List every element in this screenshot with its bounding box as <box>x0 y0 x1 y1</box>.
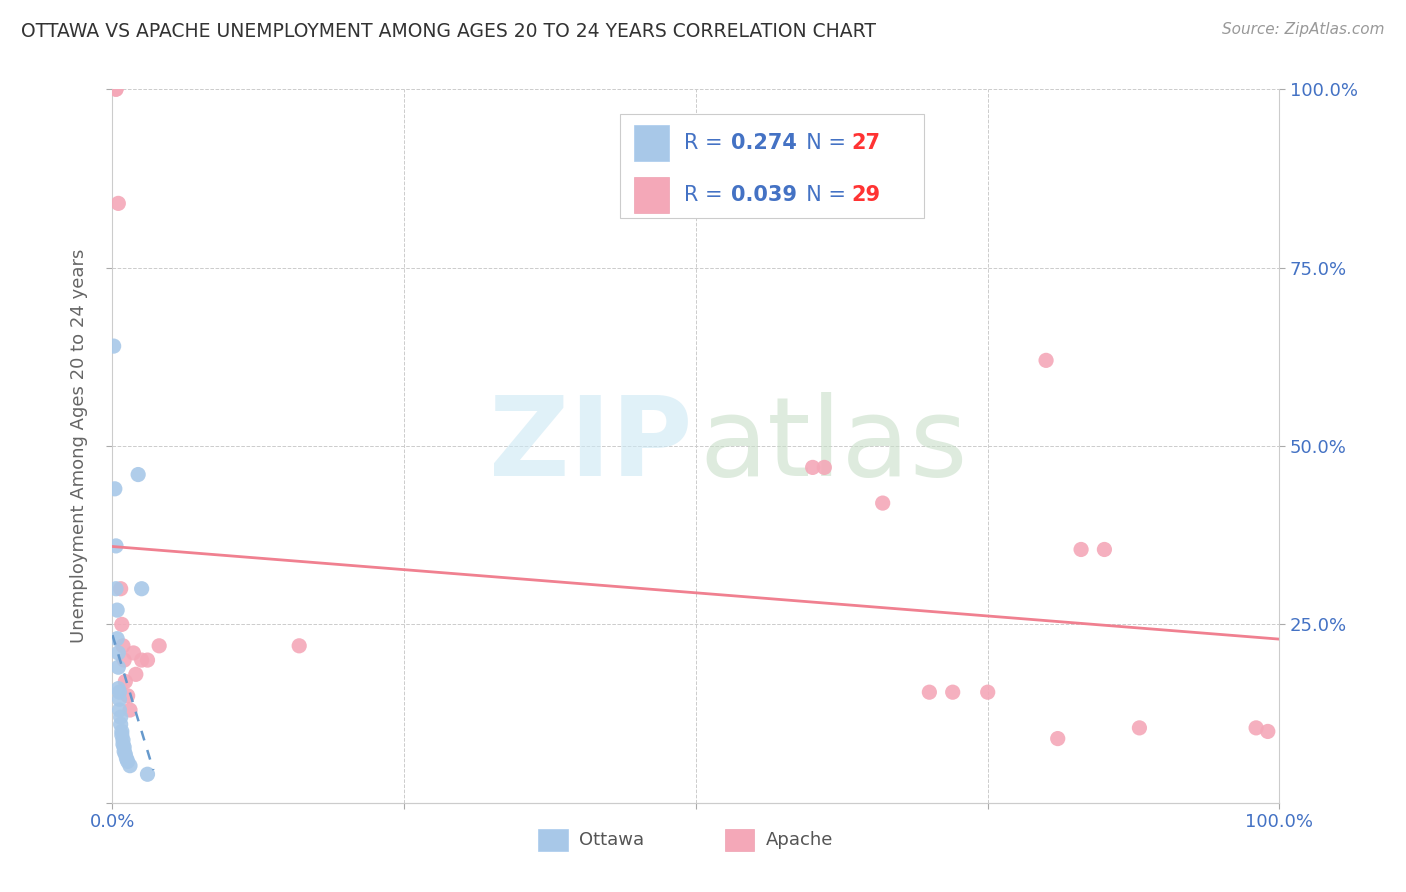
Point <box>1035 353 1057 368</box>
Text: Ottawa: Ottawa <box>579 831 644 849</box>
Point <box>872 496 894 510</box>
Point <box>117 689 139 703</box>
Text: Source: ZipAtlas.com: Source: ZipAtlas.com <box>1222 22 1385 37</box>
Point <box>131 582 153 596</box>
Point <box>122 646 145 660</box>
Point <box>104 539 127 553</box>
Text: atlas: atlas <box>699 392 967 500</box>
Point <box>103 339 125 353</box>
Point <box>107 681 129 696</box>
Point <box>125 667 148 681</box>
Point <box>136 653 159 667</box>
Point <box>111 617 134 632</box>
Point <box>111 733 134 747</box>
Bar <box>538 830 568 851</box>
Point <box>118 758 141 772</box>
Point <box>942 685 965 699</box>
Point <box>107 646 129 660</box>
Point <box>148 639 170 653</box>
Point <box>1046 731 1069 746</box>
Point <box>111 728 134 742</box>
Point <box>108 692 131 706</box>
Point <box>1244 721 1267 735</box>
FancyBboxPatch shape <box>620 114 924 218</box>
Point <box>1257 724 1279 739</box>
Point <box>107 196 129 211</box>
Point <box>108 685 131 699</box>
Point <box>104 482 127 496</box>
Bar <box>634 125 669 161</box>
Text: 0.039: 0.039 <box>731 185 797 205</box>
Point <box>112 740 135 755</box>
Text: ZIP: ZIP <box>489 392 693 500</box>
Text: 0.274: 0.274 <box>731 133 797 153</box>
Point <box>114 674 136 689</box>
Point <box>115 751 138 765</box>
Point <box>117 755 139 769</box>
Point <box>127 467 149 482</box>
Text: Apache: Apache <box>766 831 834 849</box>
Text: R =: R = <box>685 185 730 205</box>
Text: N =: N = <box>793 133 852 153</box>
Point <box>918 685 941 699</box>
Point <box>111 724 134 739</box>
Text: 27: 27 <box>851 133 880 153</box>
Point <box>813 460 835 475</box>
Point <box>110 710 132 724</box>
Point <box>108 703 131 717</box>
Point <box>112 744 135 758</box>
Point <box>118 703 141 717</box>
Text: 29: 29 <box>851 185 880 205</box>
Y-axis label: Unemployment Among Ages 20 to 24 years: Unemployment Among Ages 20 to 24 years <box>70 249 89 643</box>
Point <box>104 82 127 96</box>
Text: OTTAWA VS APACHE UNEMPLOYMENT AMONG AGES 20 TO 24 YEARS CORRELATION CHART: OTTAWA VS APACHE UNEMPLOYMENT AMONG AGES… <box>21 22 876 41</box>
Point <box>1094 542 1116 557</box>
Point <box>114 747 136 762</box>
Point <box>131 653 153 667</box>
Point <box>801 460 824 475</box>
Point <box>288 639 311 653</box>
Point <box>105 603 128 617</box>
Point <box>111 639 134 653</box>
Bar <box>634 177 669 212</box>
Point <box>1128 721 1150 735</box>
Point <box>136 767 159 781</box>
Point <box>104 582 127 596</box>
Point <box>104 82 127 96</box>
Point <box>105 632 128 646</box>
Point <box>1070 542 1092 557</box>
Point <box>107 660 129 674</box>
Point <box>110 582 132 596</box>
Text: N =: N = <box>793 185 852 205</box>
Point <box>110 717 132 731</box>
Text: R =: R = <box>685 133 730 153</box>
Point <box>111 737 134 751</box>
Bar <box>725 830 755 851</box>
Point <box>976 685 998 699</box>
Point <box>112 653 135 667</box>
